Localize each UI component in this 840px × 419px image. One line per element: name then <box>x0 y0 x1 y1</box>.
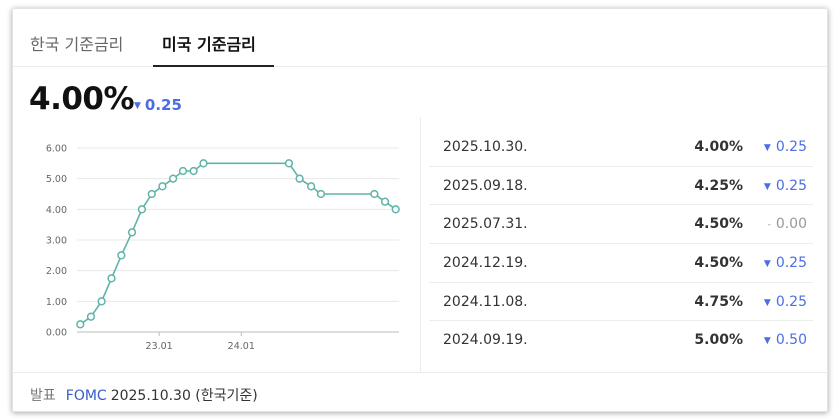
rate-history-row: 2025.10.30. 4.00% ▼ 0.25 <box>429 128 813 167</box>
rate-data-point <box>316 189 326 199</box>
history-date: 2025.10.30. <box>443 139 528 155</box>
history-rate: 4.50% <box>694 255 743 272</box>
history-date: 2025.07.31. <box>443 216 528 233</box>
history-change: -0.00 <box>768 216 807 232</box>
interest-rate-card: 한국 기준금리 미국 기준금리 4.00% ▼ 0.25 0.00 1.00 2.00… <box>12 8 828 412</box>
current-change-value: 0.25 <box>144 96 182 114</box>
source-link[interactable]: FOMC <box>65 388 107 404</box>
tab-us-rate[interactable]: 미국 기준금리 <box>162 35 256 54</box>
rate-series-line <box>79 162 397 325</box>
announcement-date: 2025.10.30 (한국기준) <box>110 388 258 404</box>
rate-data-point <box>178 166 188 176</box>
rate-data-point <box>380 197 390 206</box>
history-rate: 4.25% <box>694 177 743 194</box>
rate-data-point <box>86 312 96 321</box>
rate-data-point <box>189 166 198 176</box>
history-date: 2024.11.08. <box>443 293 528 310</box>
y-tick-label: 0.00 <box>46 328 67 339</box>
y-tick-label: 3.00 <box>46 236 67 247</box>
y-tick-label: 6.00 <box>46 144 67 155</box>
history-change-value: 0.00 <box>775 216 807 233</box>
rate-history-row: 2024.09.19. 5.00% ▼ 0.50 <box>429 321 813 360</box>
rate-data-point <box>117 251 126 260</box>
rate-history-row: 2025.09.18. 4.25% ▼ 0.25 <box>429 167 813 206</box>
dash-icon: - <box>767 220 771 231</box>
rate-history-row: 2025.07.31. 4.50% -0.00 <box>429 205 813 245</box>
history-change: ▼ 0.25 <box>764 178 807 194</box>
rate-data-point <box>391 205 400 214</box>
down-triangle-icon: ▼ <box>134 101 141 111</box>
down-triangle-icon: ▼ <box>763 336 771 347</box>
rate-data-point <box>107 274 116 283</box>
history-date: 2025.09.18. <box>443 177 528 194</box>
rate-data-point <box>137 205 147 214</box>
down-triangle-icon: ▼ <box>763 143 771 153</box>
y-tick-label: 5.00 <box>46 174 67 185</box>
down-triangle-icon: ▼ <box>763 181 771 192</box>
history-change: ▼ 0.25 <box>764 294 807 310</box>
y-tick-label: 2.00 <box>46 266 67 277</box>
footer-divider <box>13 372 827 373</box>
history-rate: 5.00% <box>694 332 743 349</box>
history-change-value: 0.50 <box>775 332 807 349</box>
rate-data-point <box>76 320 85 329</box>
rate-data-point <box>370 189 379 199</box>
history-change-value: 0.25 <box>775 293 807 310</box>
rate-line-chart: 0.00 1.00 2.00 3.00 4.00 5.00 6.00 23.01 24.01 <box>46 144 400 352</box>
section-divider <box>420 117 421 372</box>
current-rate-value: 4.00% <box>29 81 135 117</box>
rate-data-point <box>127 228 137 237</box>
history-change: ▼ 0.25 <box>764 255 807 271</box>
rate-data-point <box>199 159 208 168</box>
active-tab-indicator <box>153 65 274 67</box>
rate-tabs: 한국 기준금리 미국 기준금리 <box>13 9 827 67</box>
rate-data-point <box>168 174 178 183</box>
history-change: ▼ 0.50 <box>764 332 807 348</box>
history-change-value: 0.25 <box>775 177 807 194</box>
history-change-value: 0.25 <box>775 139 807 155</box>
announcement-footer: 발표 FOMC 2025.10.30 (한국기준) <box>30 385 258 405</box>
y-tick-label: 4.00 <box>46 205 67 216</box>
x-tick-label: 23.01 <box>146 341 173 352</box>
current-rate-change: ▼ 0.25 <box>134 96 182 114</box>
history-date: 2024.12.19. <box>443 255 528 272</box>
rate-history-row: 2024.11.08. 4.75% ▼ 0.25 <box>429 283 813 322</box>
rate-data-point <box>295 174 304 183</box>
history-rate: 4.75% <box>694 293 743 310</box>
down-triangle-icon: ▼ <box>763 297 771 308</box>
history-date: 2024.09.19. <box>443 332 528 349</box>
history-rate: 4.50% <box>694 216 743 233</box>
x-tick-label: 24.01 <box>228 341 255 352</box>
announcement-label: 발표 <box>30 388 56 404</box>
rate-history-list: 2025.10.30. 4.00% ▼ 0.25 2025.09.18. 4.25% ▼ 0.… <box>429 128 813 360</box>
history-change: ▼ 0.25 <box>764 139 807 155</box>
history-rate: 4.00% <box>694 139 743 155</box>
rate-data-point <box>158 182 167 191</box>
rate-history-row: 2024.12.19. 4.50% ▼ 0.25 <box>429 244 813 283</box>
down-triangle-icon: ▼ <box>763 259 771 270</box>
rate-data-point <box>284 159 294 168</box>
tab-korea-rate[interactable]: 한국 기준금리 <box>30 35 124 54</box>
rate-data-point <box>306 182 316 191</box>
y-tick-label: 1.00 <box>46 297 67 308</box>
history-change-value: 0.25 <box>775 255 807 272</box>
rate-data-point <box>147 189 156 199</box>
rate-data-point <box>97 297 106 306</box>
